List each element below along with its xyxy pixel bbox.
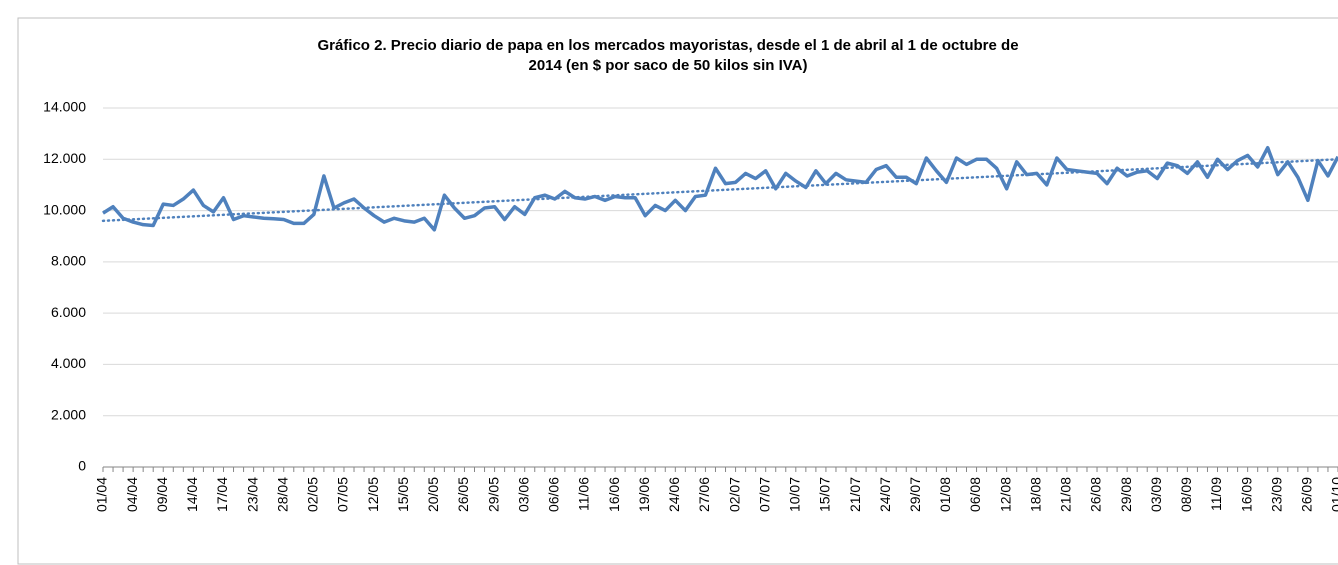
x-tick-label: 07/05 (335, 477, 351, 512)
x-tick-label: 08/09 (1178, 477, 1194, 512)
x-tick-label: 26/09 (1299, 477, 1315, 512)
y-tick-label: 10.000 (43, 201, 86, 217)
x-tick-label: 11/06 (576, 477, 592, 511)
x-tick-label: 21/08 (1058, 477, 1074, 512)
x-tick-label: 16/09 (1238, 477, 1254, 512)
x-tick-label: 24/06 (666, 477, 682, 512)
x-tick-label: 07/07 (756, 477, 772, 512)
x-tick-label: 12/05 (365, 477, 381, 512)
x-tick-label: 21/07 (847, 477, 863, 512)
x-tick-label: 18/08 (1027, 477, 1043, 512)
x-tick-label: 27/06 (696, 477, 712, 512)
y-tick-label: 2.000 (51, 406, 86, 422)
chart-title: Gráfico 2. Precio diario de papa en los … (317, 37, 1018, 54)
chart-title: 2014 (en $ por saco de 50 kilos sin IVA) (528, 57, 807, 74)
x-tick-label: 15/05 (395, 477, 411, 512)
x-tick-label: 01/08 (937, 477, 953, 512)
x-tick-label: 26/05 (455, 477, 471, 512)
x-tick-label: 02/05 (305, 477, 321, 512)
x-tick-label: 20/05 (425, 477, 441, 512)
x-tick-label: 23/09 (1268, 477, 1284, 512)
x-tick-label: 15/07 (817, 477, 833, 512)
trend-line (101, 158, 1338, 223)
x-tick-label: 11/09 (1208, 477, 1224, 511)
x-tick-label: 29/07 (907, 477, 923, 512)
x-tick-label: 24/07 (877, 477, 893, 512)
x-tick-label: 23/04 (244, 477, 260, 512)
x-tick-label: 10/07 (787, 477, 803, 512)
x-tick-label: 09/04 (154, 477, 170, 512)
y-tick-label: 0 (78, 458, 86, 474)
x-tick-label: 17/04 (214, 477, 230, 512)
x-tick-label: 26/08 (1088, 477, 1104, 512)
y-tick-label: 6.000 (51, 304, 86, 320)
x-tick-label: 29/08 (1118, 477, 1134, 512)
x-tick-label: 29/05 (485, 477, 501, 512)
x-tick-label: 06/06 (546, 477, 562, 512)
x-tick-label: 06/08 (967, 477, 983, 512)
data-line (102, 145, 1338, 232)
x-tick-label: 12/08 (997, 477, 1013, 512)
y-tick-label: 12.000 (43, 150, 86, 166)
y-tick-label: 8.000 (51, 253, 86, 269)
y-tick-label: 14.000 (43, 99, 86, 115)
x-tick-label: 19/06 (636, 477, 652, 512)
x-tick-label: 04/04 (124, 477, 140, 512)
y-tick-label: 4.000 (51, 355, 86, 371)
x-tick-label: 02/07 (726, 477, 742, 512)
x-tick-label: 14/04 (184, 477, 200, 512)
chart-frame (17, 17, 1338, 565)
x-tick-label: 16/06 (606, 477, 622, 512)
x-tick-label: 01/04 (94, 477, 110, 512)
x-tick-label: 03/09 (1148, 477, 1164, 512)
x-tick-label: 01/10 (1329, 477, 1338, 512)
x-tick-label: 28/04 (274, 477, 290, 512)
x-tick-label: 03/06 (515, 477, 531, 512)
